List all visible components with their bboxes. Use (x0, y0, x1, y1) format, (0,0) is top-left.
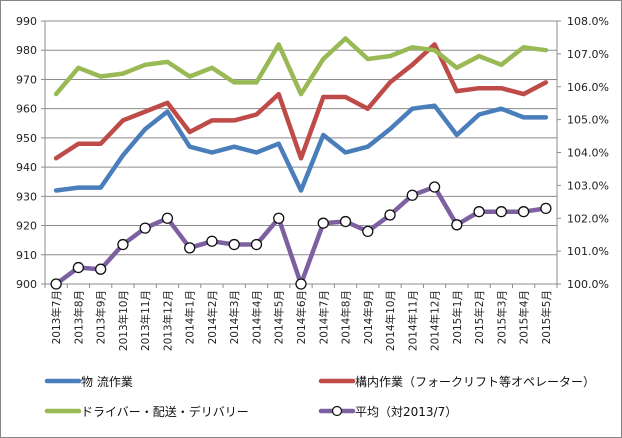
data-point (495, 206, 507, 218)
x-tick-label: 2014年8月 (340, 290, 353, 344)
x-tick-label: 2014年4月 (250, 290, 263, 344)
y-tick-label: 980 (16, 44, 37, 57)
data-point (384, 209, 396, 221)
data-point (161, 212, 174, 224)
y2-tick-label: 100.0% (567, 278, 609, 291)
data-point (206, 235, 218, 247)
y2-tick-label: 104.0% (567, 147, 609, 160)
x-tick-label: 2014年1月 (184, 290, 197, 344)
legend-marker (331, 405, 343, 417)
data-point (540, 202, 552, 215)
data-point (184, 242, 196, 254)
y-tick-label: 950 (16, 132, 37, 145)
x-tick-label: 2015年3月 (495, 290, 508, 344)
y2-tick-label: 102.0% (567, 212, 609, 225)
legend-item: 平均（対2013/7） (318, 405, 457, 419)
y-tick-label: 960 (16, 103, 37, 116)
x-tick-label: 2013年8月 (72, 290, 85, 344)
x-tick-label: 2014年2月 (206, 290, 219, 344)
series-line-3 (53, 184, 549, 287)
x-tick-label: 2013年9月 (95, 290, 108, 344)
y2-tick-label: 105.0% (567, 114, 609, 127)
data-point (250, 238, 263, 251)
x-tick-label: 2014年5月 (273, 290, 286, 344)
x-tick-label: 2015年5月 (540, 290, 553, 344)
data-point (428, 181, 441, 193)
series-line-0 (53, 103, 549, 193)
gridlines (45, 20, 557, 285)
series-markers (50, 181, 552, 290)
y2-tick-label: 103.0% (567, 179, 609, 192)
x-tick-label: 2013年11月 (139, 290, 152, 351)
data-point (517, 206, 530, 218)
data-point (50, 278, 62, 290)
x-tick-label: 2013年7月 (50, 290, 63, 344)
y2-tick-label: 106.0% (567, 81, 609, 94)
x-tick-label: 2014年6月 (295, 290, 308, 344)
y-tick-label: 990 (16, 15, 37, 28)
data-point (451, 219, 463, 231)
x-tick-label: 2015年2月 (473, 290, 486, 344)
data-point (95, 263, 107, 275)
y-tick-label: 900 (16, 278, 37, 291)
data-point (72, 261, 85, 274)
y-tick-label: 970 (16, 73, 37, 86)
legend-item: ドライバー・配送・デリバリー (44, 404, 249, 419)
legend-label: ドライバー・配送・デリバリー (81, 404, 249, 419)
x-tick-label: 2014年10月 (384, 290, 397, 351)
y-axis-left-ticks: 900 910 920 930 940 950 960 970 980 990 (16, 15, 37, 291)
legend-item: 物 流作業 (44, 375, 133, 389)
data-point (406, 189, 418, 201)
x-axis-ticks: 2013年7月 2013年8月 2013年9月 2013年10月 2013年11月 201… (50, 290, 553, 351)
x-tick-label: 2014年3月 (228, 290, 241, 344)
data-point (362, 225, 374, 238)
x-tick-label: 2014年12月 (429, 290, 442, 351)
legend-item: 構内作業（フォークリフト等オペレーター） (318, 375, 595, 389)
y-tick-label: 910 (16, 249, 37, 262)
y-tick-label: 920 (16, 220, 37, 233)
data-point (295, 278, 307, 290)
x-tick-label: 2015年4月 (518, 290, 531, 344)
y2-tick-label: 107.0% (567, 48, 609, 61)
x-tick-label: 2015年1月 (451, 290, 464, 344)
x-tick-label: 2014年7月 (317, 290, 330, 344)
y-tick-label: 930 (16, 190, 37, 203)
y2-tick-label: 101.0% (567, 245, 609, 258)
series-line-2 (53, 36, 549, 97)
legend-label: 物 流作業 (81, 375, 133, 389)
y-tick-label: 940 (16, 161, 37, 174)
series-line-1 (53, 42, 549, 161)
x-tick-label: 2013年10月 (117, 290, 130, 351)
legend-label: 平均（対2013/7） (355, 405, 457, 419)
data-point (117, 238, 129, 251)
data-point (339, 215, 352, 228)
x-tick-label: 2014年11月 (406, 290, 419, 351)
x-tick-label: 2014年9月 (362, 290, 375, 344)
x-tick-label: 2013年12月 (161, 290, 174, 351)
data-point (139, 222, 151, 234)
legend-label: 構内作業（フォークリフト等オペレーター） (355, 375, 595, 389)
data-point (228, 238, 240, 251)
series-lines (53, 36, 549, 287)
legend: 物 流作業 構内作業（フォークリフト等オペレーター） ドライバー・配送・デリバリー 平… (44, 375, 595, 419)
y2-tick-label: 108.0% (567, 15, 609, 28)
data-point (473, 206, 485, 218)
y-axis-right-ticks: 100.0% 101.0% 102.0% 103.0% 104.0% 105.0% 106.… (567, 15, 609, 291)
data-point (317, 217, 329, 229)
data-point (273, 212, 285, 224)
